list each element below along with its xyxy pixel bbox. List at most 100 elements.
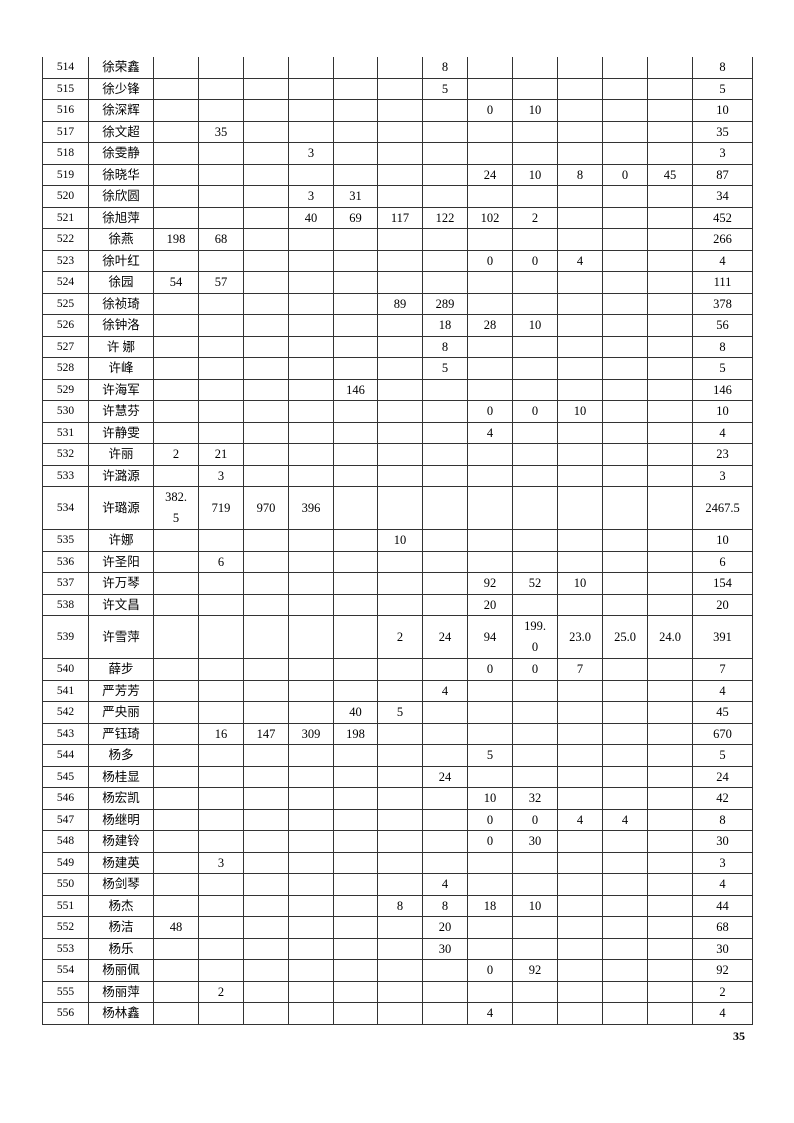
- table-row: 536 许圣阳 6 6: [42, 550, 753, 573]
- value-cell: [333, 228, 378, 251]
- value-cell: 28: [467, 314, 513, 337]
- value-cell: [557, 77, 603, 100]
- value-cell: [153, 894, 199, 917]
- total-cell: 68: [692, 916, 753, 939]
- value-cell: [333, 120, 378, 143]
- value-cell: 69: [333, 206, 378, 229]
- value-cell: [557, 916, 603, 939]
- value-cell: [647, 57, 693, 79]
- value-cell: [153, 701, 199, 724]
- value-cell: [467, 464, 513, 487]
- value-cell: [288, 1002, 334, 1025]
- total-cell: 23: [692, 443, 753, 466]
- value-cell: [198, 701, 244, 724]
- value-cell: [647, 572, 693, 595]
- value-cell: [602, 486, 648, 530]
- value-cell: [647, 701, 693, 724]
- value-cell: [647, 292, 693, 315]
- cell-value: 199.0: [524, 619, 546, 654]
- table-row: 543 严钰琦 16 147 309 198 670: [42, 722, 753, 745]
- row-number: 517: [42, 120, 89, 143]
- value-cell: [377, 765, 423, 788]
- value-cell: [333, 249, 378, 272]
- value-cell: [422, 593, 468, 616]
- value-cell: [333, 550, 378, 573]
- value-cell: [557, 292, 603, 315]
- value-cell: [288, 679, 334, 702]
- value-cell: [422, 99, 468, 122]
- value-cell: [153, 357, 199, 380]
- value-cell: [243, 873, 289, 896]
- row-number: 554: [42, 959, 89, 982]
- value-cell: [198, 206, 244, 229]
- value-cell: [467, 873, 513, 896]
- value-cell: [153, 335, 199, 358]
- value-cell: [153, 722, 199, 745]
- table-row: 529 许海军 146 146: [42, 378, 753, 401]
- total-cell: 8: [692, 335, 753, 358]
- person-name: 许雪萍: [88, 615, 154, 659]
- value-cell: [467, 937, 513, 960]
- value-cell: [288, 378, 334, 401]
- value-cell: 10: [512, 894, 558, 917]
- value-cell: [333, 57, 378, 79]
- value-cell: [422, 701, 468, 724]
- value-cell: [288, 937, 334, 960]
- row-number: 547: [42, 808, 89, 831]
- table-row: 535 许娜 10 10: [42, 529, 753, 552]
- value-cell: [377, 77, 423, 100]
- value-cell: [198, 292, 244, 315]
- value-cell: [333, 937, 378, 960]
- value-cell: [602, 1002, 648, 1025]
- value-cell: 52: [512, 572, 558, 595]
- value-cell: [243, 421, 289, 444]
- value-cell: [467, 529, 513, 552]
- person-name: 许静雯: [88, 421, 154, 444]
- table-row: 526 徐钟洛 18 28 10 56: [42, 314, 753, 337]
- value-cell: [243, 185, 289, 208]
- value-cell: [377, 916, 423, 939]
- value-cell: [243, 787, 289, 810]
- value-cell: [198, 378, 244, 401]
- value-cell: [288, 593, 334, 616]
- table-row: 550 杨剑琴 4 4: [42, 873, 753, 896]
- value-cell: 3: [288, 185, 334, 208]
- value-cell: [288, 744, 334, 767]
- row-number: 534: [42, 486, 89, 530]
- value-cell: 20: [467, 593, 513, 616]
- value-cell: [557, 99, 603, 122]
- value-cell: [647, 206, 693, 229]
- total-cell: 45: [692, 701, 753, 724]
- value-cell: [512, 357, 558, 380]
- table-row: 525 徐祯琦 89 289 378: [42, 292, 753, 315]
- value-cell: [512, 851, 558, 874]
- value-cell: [647, 722, 693, 745]
- value-cell: [153, 464, 199, 487]
- value-cell: [377, 744, 423, 767]
- value-cell: [198, 400, 244, 423]
- value-cell: [198, 142, 244, 165]
- value-cell: [243, 1002, 289, 1025]
- value-cell: [377, 99, 423, 122]
- value-cell: [153, 185, 199, 208]
- total-cell: 7: [692, 658, 753, 681]
- value-cell: 0: [467, 830, 513, 853]
- value-cell: [288, 529, 334, 552]
- total-cell: 5: [692, 77, 753, 100]
- value-cell: [422, 744, 468, 767]
- value-cell: [422, 120, 468, 143]
- table-row: 530 许慧芬 0 0 10 10: [42, 400, 753, 423]
- value-cell: [557, 335, 603, 358]
- value-cell: [512, 765, 558, 788]
- person-name: 徐雯静: [88, 142, 154, 165]
- value-cell: 2: [377, 615, 423, 659]
- value-cell: [512, 937, 558, 960]
- table-row: 516 徐深辉 0 10 10: [42, 99, 753, 122]
- table-row: 548 杨建铃 0 30 30: [42, 830, 753, 853]
- value-cell: 10: [557, 572, 603, 595]
- person-name: 杨桂显: [88, 765, 154, 788]
- person-name: 徐深辉: [88, 99, 154, 122]
- value-cell: [243, 550, 289, 573]
- total-cell: 378: [692, 292, 753, 315]
- person-name: 许娜: [88, 529, 154, 552]
